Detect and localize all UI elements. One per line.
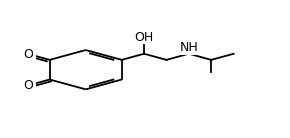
Text: O: O [23, 79, 33, 92]
Text: N: N [178, 40, 188, 53]
Text: O: O [23, 47, 33, 61]
Text: OH: OH [135, 31, 154, 44]
Text: NH: NH [180, 41, 198, 54]
Text: H: H [190, 40, 199, 53]
